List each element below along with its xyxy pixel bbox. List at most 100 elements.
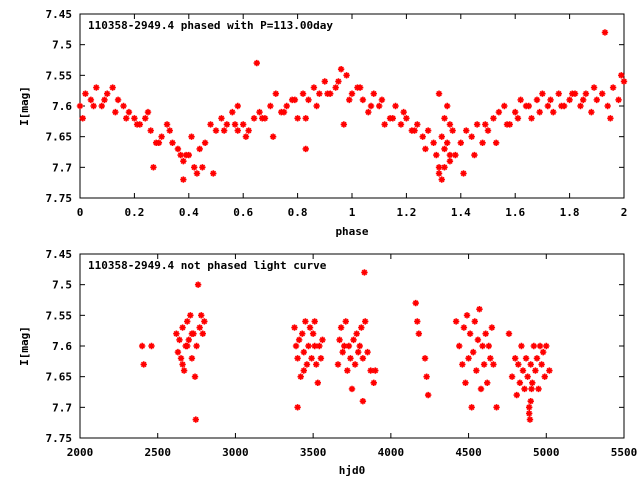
phased-data-point [93, 84, 100, 91]
unphased-data-point [456, 342, 463, 350]
phased-data-point [441, 164, 448, 171]
phased-data-point [348, 90, 356, 97]
phased-data-point [87, 96, 95, 104]
phased-data-point [490, 115, 497, 122]
unphased-data-point [198, 312, 205, 319]
unphased-data-point [185, 336, 192, 344]
phased-data-point [607, 115, 614, 122]
phased-y-tick-label: 7.5 [52, 39, 72, 52]
phased-data-point [223, 121, 231, 128]
unphased-x-tick-label: 2500 [144, 446, 171, 459]
unphased-data-point [353, 330, 360, 337]
phased-data-point [335, 78, 342, 85]
phased-data-point [207, 121, 214, 128]
phased-data-point [577, 102, 584, 110]
phased-data-point [558, 102, 565, 110]
phased-x-tick-label: 1.6 [505, 206, 525, 219]
unphased-data-point [463, 312, 471, 319]
phased-data-point [114, 96, 122, 104]
phased-data-point [449, 127, 456, 134]
unphased-data-point [474, 336, 482, 344]
phased-data-point [169, 139, 176, 146]
unphased-data-point [306, 324, 314, 331]
phased-data-point [403, 115, 410, 122]
unphased-x-tick-label: 4500 [455, 446, 482, 459]
unphased-data-point [359, 355, 367, 362]
phased-data-point [446, 151, 454, 159]
phased-data-point [79, 115, 86, 122]
phased-axis-ticks: 0 0.2 0.4 0.6 0.8 1 1.2 1.4 1.6 1.8 2 7.45 7.5 7.55 7.… [46, 8, 628, 219]
unphased-data-point [179, 324, 186, 331]
unphased-data-point [465, 355, 472, 362]
phased-data-point [346, 96, 353, 104]
unphased-data-point [516, 379, 524, 386]
phased-data-point [525, 102, 532, 110]
unphased-data-point [536, 342, 544, 350]
unphased-data-point [525, 404, 533, 411]
phased-data-point [435, 90, 443, 97]
phased-y-tick-label: 7.6 [52, 100, 72, 113]
unphased-data-point [316, 342, 323, 350]
unphased-data-point [526, 416, 534, 423]
unphased-data-point [347, 355, 354, 362]
unphased-data-point [533, 355, 541, 362]
phased-data-point [615, 96, 622, 104]
phased-data-point [337, 66, 345, 73]
unphased-data-point [311, 342, 318, 350]
unphased-y-axis-label: I[mag] [18, 326, 31, 366]
unphased-data-point [351, 361, 359, 368]
phased-data-point [188, 133, 195, 140]
phased-data-point [392, 102, 399, 110]
unphased-data-point [459, 361, 466, 368]
unphased-data-point [477, 385, 485, 393]
phased-x-tick-label: 0.8 [288, 206, 308, 219]
unphased-data-point [364, 348, 371, 356]
unphased-data-point [342, 318, 349, 325]
unphased-data-point [201, 318, 208, 325]
phased-data-point [109, 84, 116, 91]
phased-data-point [280, 108, 288, 116]
unphased-data-point [348, 385, 356, 393]
unphased-data-point [184, 318, 191, 325]
phased-data-point [580, 96, 587, 104]
phased-data-point [501, 102, 508, 110]
phased-data-points [76, 29, 628, 183]
phased-data-point [158, 133, 165, 140]
phased-y-tick-label: 7.75 [46, 192, 73, 205]
phased-data-point [356, 84, 364, 91]
unphased-plot-title: 110358-2949.4 not phased light curve [88, 259, 327, 272]
unphased-x-tick-label: 3500 [300, 446, 327, 459]
phased-data-point [133, 121, 141, 128]
phased-data-point [182, 151, 190, 159]
unphased-y-tick-label: 7.65 [46, 371, 73, 384]
phased-data-point [180, 176, 187, 183]
unphased-data-point [345, 342, 353, 350]
phased-data-point [514, 115, 522, 122]
phased-data-point [234, 127, 241, 134]
phased-data-point [620, 78, 628, 85]
phased-data-point [123, 115, 130, 122]
phased-data-point [269, 133, 277, 140]
phased-data-point [582, 90, 590, 97]
unphased-data-point [490, 361, 497, 368]
unphased-data-point [468, 404, 475, 411]
unphased-data-point [173, 330, 180, 337]
phased-data-point [253, 59, 260, 67]
phased-data-point [468, 133, 475, 140]
unphased-data-point [479, 342, 486, 350]
phased-data-point [367, 102, 375, 110]
phased-data-point [104, 90, 111, 97]
unphased-data-point [305, 342, 312, 350]
unphased-data-point [314, 379, 322, 386]
unphased-data-point [194, 281, 202, 288]
unphased-data-point [361, 269, 368, 276]
unphased-data-point [299, 330, 306, 337]
phased-y-tick-label: 7.55 [46, 69, 73, 82]
phased-data-point [441, 115, 448, 122]
unphased-data-point [294, 355, 301, 362]
phased-data-point [609, 84, 617, 91]
unphased-data-point [187, 312, 194, 319]
unphased-data-point [300, 348, 308, 356]
unphased-data-point [415, 330, 423, 337]
unphased-data-point [452, 318, 460, 325]
